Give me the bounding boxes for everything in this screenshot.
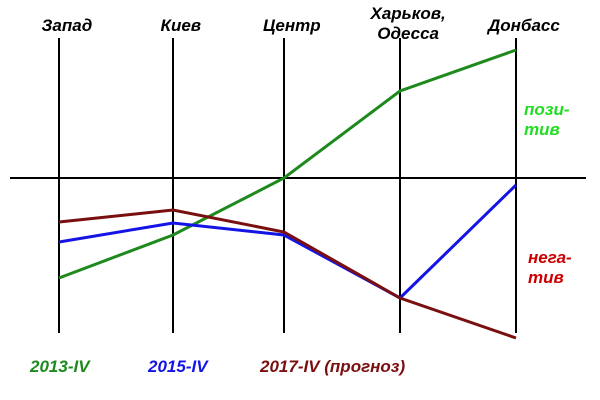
x-tick-label: Киев <box>160 16 202 35</box>
legend-entry: 2017-IV (прогноз) <box>260 357 406 376</box>
legend-entry: 2013-IV <box>30 357 90 376</box>
series-line <box>58 208 517 340</box>
series-line <box>58 183 518 300</box>
annotation: нега- тив <box>528 248 572 287</box>
x-tick-label: Запад <box>41 16 93 35</box>
legend-entry: 2015-IV <box>148 357 208 376</box>
annotation: пози- тив <box>524 100 570 139</box>
x-tick-label: Харьков, Одесса <box>370 4 446 43</box>
x-tick-label: Центр <box>263 16 321 35</box>
x-tick-label: Донбасс <box>488 16 560 35</box>
series-line <box>58 48 517 280</box>
